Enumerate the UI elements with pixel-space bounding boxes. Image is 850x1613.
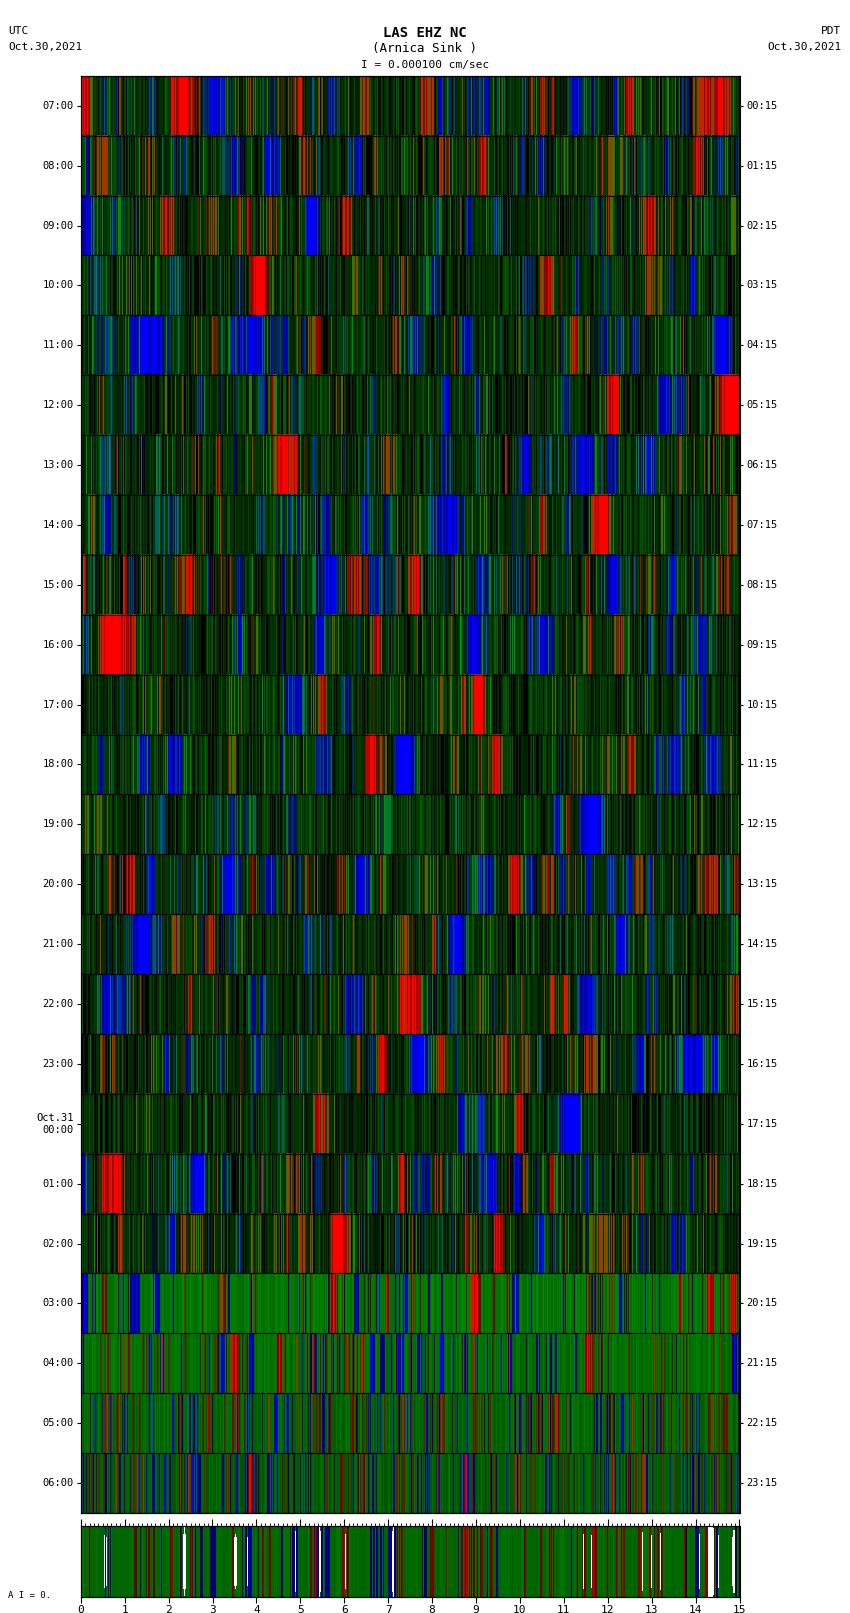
Text: I = 0.000100 cm/sec: I = 0.000100 cm/sec — [361, 60, 489, 69]
Text: UTC: UTC — [8, 26, 29, 35]
Text: LAS EHZ NC: LAS EHZ NC — [383, 26, 467, 40]
Text: Oct.30,2021: Oct.30,2021 — [768, 42, 842, 52]
Text: PDT: PDT — [821, 26, 842, 35]
Text: Oct.30,2021: Oct.30,2021 — [8, 42, 82, 52]
Text: (Arnica Sink ): (Arnica Sink ) — [372, 42, 478, 55]
Text: A I = 0.: A I = 0. — [8, 1590, 52, 1600]
